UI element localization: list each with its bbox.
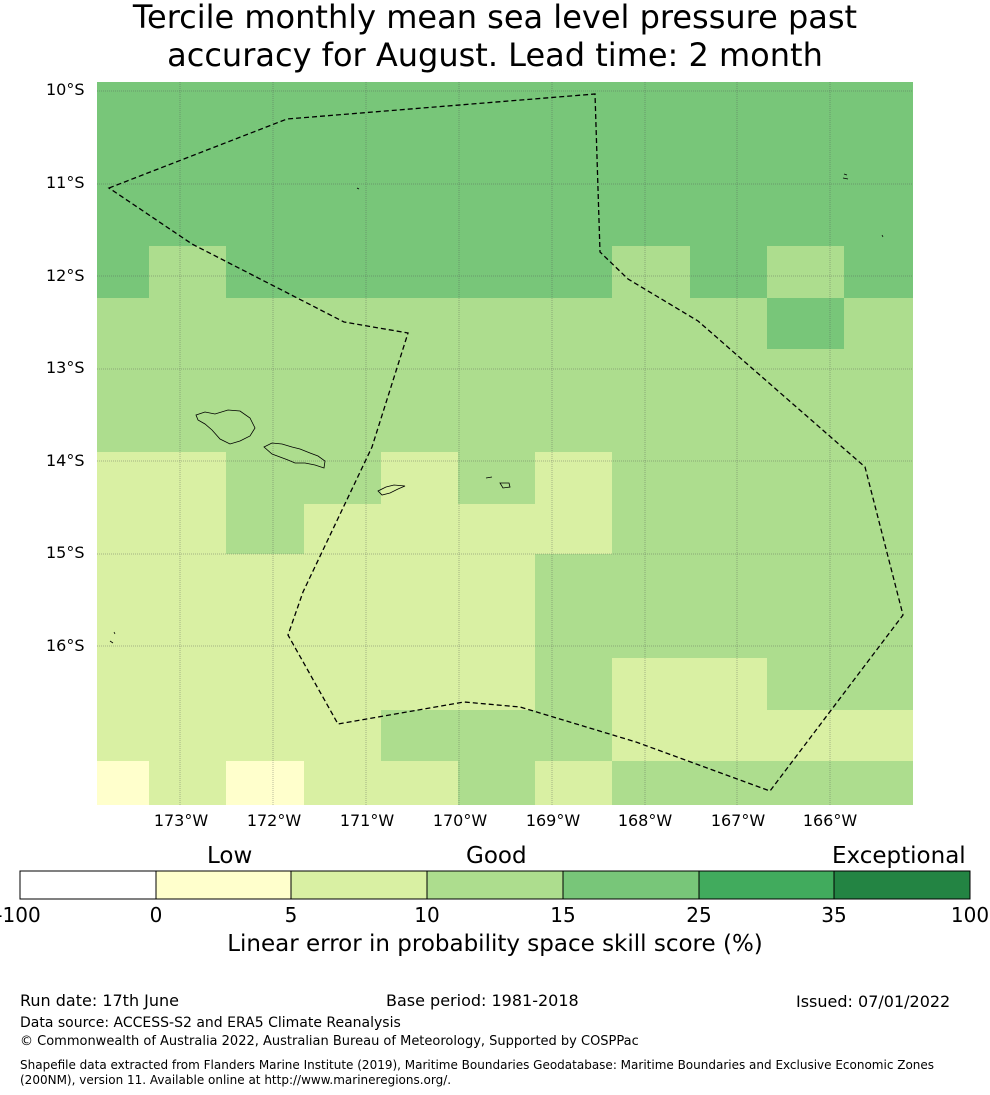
savaii-island: [195, 409, 256, 445]
lon-label: 167°W: [710, 811, 766, 830]
graticule: [97, 82, 913, 805]
lon-label: 171°W: [339, 811, 395, 830]
colorbar-segment: [426, 870, 564, 900]
colorbar-tick: 0: [149, 903, 163, 927]
grid-cell: [149, 761, 226, 805]
upolu-island: [263, 442, 326, 469]
lat-label: 12°S: [46, 266, 85, 285]
grid-cell: [97, 554, 535, 658]
grid-cell: [612, 761, 913, 805]
legend-category-exceptional: Exceptional: [832, 843, 966, 869]
lon-label: 168°W: [617, 811, 673, 830]
lat-label: 10°S: [46, 80, 85, 99]
tutuila-island: [377, 484, 406, 496]
lat-label: 14°S: [46, 451, 85, 470]
islet: [881, 234, 884, 238]
grid-cell: [97, 452, 226, 504]
colorbar-tick: 35: [821, 903, 847, 927]
colorbar-tick: 10: [414, 903, 440, 927]
lat-label: 13°S: [46, 358, 85, 377]
issued-date: Issued: 07/01/2022: [796, 992, 951, 1011]
lon-label: 172°W: [246, 811, 302, 830]
colorbar-label: Linear error in probability space skill …: [227, 931, 763, 957]
colorbar-segment: [290, 870, 428, 900]
grid-cell: [226, 761, 304, 805]
data-source: Data source: ACCESS-S2 and ERA5 Climate …: [20, 1015, 401, 1031]
islands: [109, 173, 884, 644]
colorbar-tick: -100: [0, 903, 41, 927]
colorbar-tick: 100: [950, 903, 990, 927]
colorbar-segment: [698, 870, 835, 900]
lat-label: 15°S: [46, 543, 85, 562]
grid-cell: [535, 452, 612, 504]
shapefile-credit-line-1: Shapefile data extracted from Flanders M…: [20, 1058, 935, 1072]
skill-grid: [97, 82, 913, 805]
grid-cell: [149, 246, 226, 298]
colorbar-segment: [562, 870, 700, 900]
grid-cell: [381, 710, 612, 761]
grid-cell: [97, 82, 913, 246]
grid-cell: [612, 504, 913, 554]
swains-island: [842, 173, 849, 180]
grid-cell: [304, 761, 458, 805]
base-period: Base period: 1981-2018: [386, 991, 579, 1010]
grid-cell: [844, 246, 913, 298]
grid-cell: [304, 504, 612, 554]
islet: [109, 631, 116, 644]
lon-label: 166°W: [802, 811, 858, 830]
grid-cell: [381, 452, 458, 504]
islet: [356, 187, 360, 190]
legend-category-low: Low: [207, 843, 253, 869]
colorbar: [19, 870, 971, 900]
manua-islands: [485, 476, 511, 489]
lon-label: 169°W: [525, 811, 581, 830]
grid-cell: [226, 504, 304, 554]
colorbar-tick: 15: [550, 903, 576, 927]
grid-cell: [612, 246, 690, 298]
eez-boundary: [107, 93, 904, 792]
grid-cell: [97, 761, 149, 805]
shapefile-credit-line-2: (200NM), version 11. Available online at…: [20, 1073, 452, 1087]
run-date: Run date: 17th June: [20, 991, 180, 1010]
grid-cell: [767, 246, 844, 298]
grid-cell: [690, 246, 767, 298]
grid-cell: [458, 452, 535, 504]
map-title-line-1: Tercile monthly mean sea level pressure …: [132, 0, 858, 36]
grid-cell: [612, 658, 767, 710]
lon-label: 170°W: [432, 811, 488, 830]
grid-cell: [535, 554, 913, 658]
copyright: © Commonwealth of Australia 2022, Austra…: [20, 1034, 639, 1049]
grid-cell: [97, 504, 226, 554]
grid-cell: [612, 452, 913, 504]
colorbar-segment: [833, 870, 971, 900]
grid-cell: [535, 761, 612, 805]
grid-cell: [767, 298, 844, 349]
grid-cell: [535, 658, 612, 710]
lat-label: 11°S: [46, 173, 85, 192]
grid-cell: [612, 710, 913, 761]
grid-cell: [97, 710, 381, 761]
colorbar-tick: 5: [284, 903, 298, 927]
map-title-line-2: accuracy for August. Lead time: 2 month: [167, 36, 823, 74]
lat-label: 16°S: [46, 636, 85, 655]
grid-cell: [458, 761, 535, 805]
grid-cell: [226, 246, 612, 298]
grid-cell: [767, 658, 913, 710]
colorbar-segment: [19, 870, 157, 900]
colorbar-segment: [155, 870, 292, 900]
legend-category-good: Good: [466, 843, 527, 869]
grid-cell: [226, 452, 381, 504]
grid-cell: [97, 246, 149, 298]
lon-label: 173°W: [153, 811, 209, 830]
colorbar-tick: 25: [686, 903, 712, 927]
